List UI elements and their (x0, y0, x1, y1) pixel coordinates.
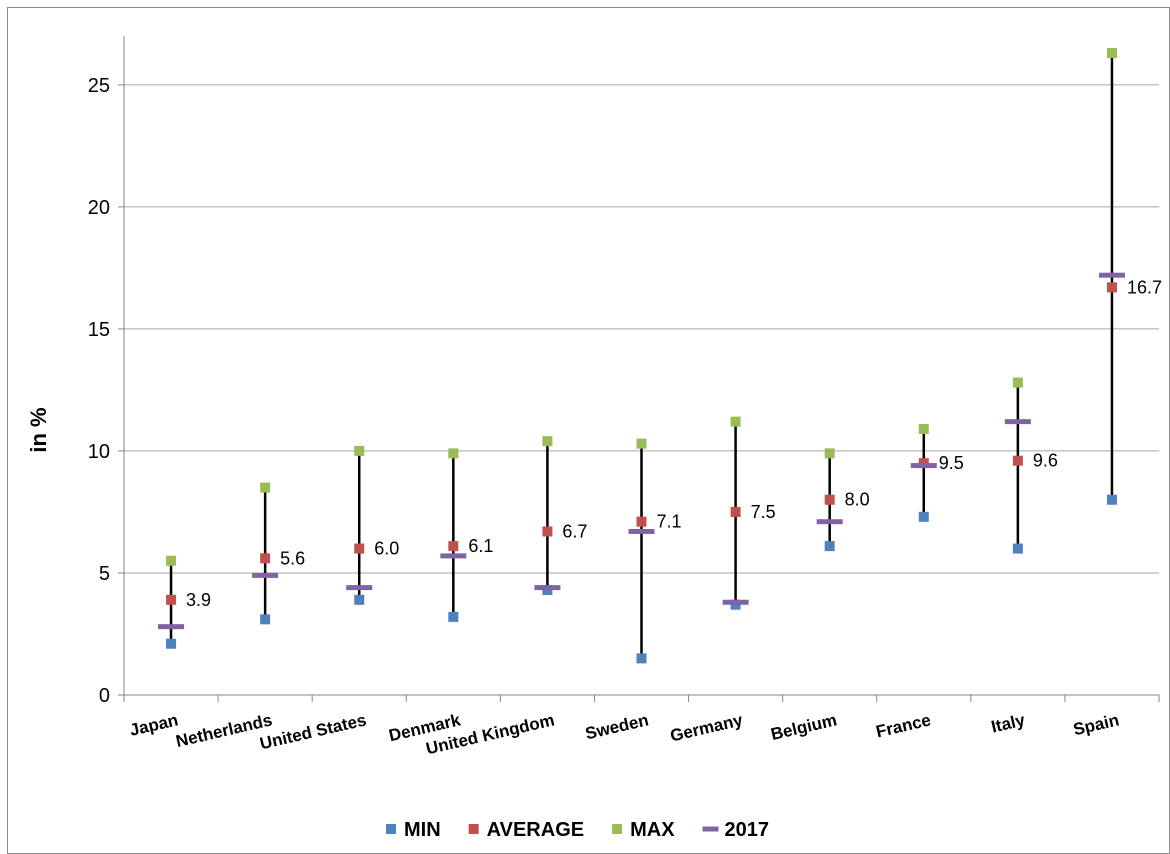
legend-swatch-average (468, 824, 479, 834)
average-data-label: 6.0 (374, 539, 399, 559)
marker-2017 (1004, 419, 1031, 425)
marker-average (1012, 455, 1023, 466)
x-tick-label: Belgium (769, 710, 839, 744)
x-tick-label: United States (258, 710, 368, 753)
marker-average (448, 541, 459, 552)
x-tick-label: France (874, 710, 933, 741)
y-tick-label: 5 (99, 563, 110, 585)
marker-2017 (816, 519, 843, 525)
marker-max (448, 448, 459, 459)
marker-2017 (1098, 272, 1125, 278)
legend-label: 2017 (725, 819, 770, 841)
marker-average (260, 553, 271, 564)
y-tick-label: 0 (99, 685, 110, 707)
data-markers (158, 48, 1125, 664)
marker-max (1012, 377, 1023, 388)
marker-min (354, 594, 365, 605)
marker-min (918, 511, 929, 522)
average-data-label: 16.7 (1127, 277, 1162, 297)
marker-min (166, 638, 177, 649)
marker-max (1106, 48, 1117, 59)
range-lines (169, 53, 1114, 659)
average-data-label: 6.7 (562, 521, 587, 541)
average-data-label: 7.5 (751, 502, 776, 522)
marker-average (1106, 282, 1117, 293)
legend-label: MAX (630, 819, 675, 841)
marker-max (730, 416, 741, 427)
y-tick-label: 10 (88, 441, 110, 463)
marker-min (636, 653, 647, 664)
average-data-label: 9.5 (939, 453, 964, 473)
marker-2017 (252, 572, 279, 578)
marker-average (166, 594, 177, 605)
marker-2017 (534, 585, 561, 591)
marker-average (824, 494, 835, 505)
legend-swatch-2017 (702, 826, 719, 832)
x-tick-label: Spain (1071, 710, 1120, 739)
chart-frame (7, 7, 1170, 854)
marker-min (1106, 494, 1117, 505)
y-tick-label: 20 (88, 197, 110, 219)
marker-max (636, 438, 647, 449)
x-tick-label: Italy (989, 710, 1027, 736)
average-data-label: 9.6 (1033, 451, 1058, 471)
x-tick-label: Netherlands (174, 710, 274, 751)
y-tick-label: 15 (88, 319, 110, 341)
average-data-label: 8.0 (845, 490, 870, 510)
marker-max (260, 482, 271, 493)
legend-label: AVERAGE (487, 819, 584, 841)
marker-2017 (910, 463, 937, 469)
legend: MIN AVERAGE MAX 2017 (386, 819, 769, 841)
y-tick-label: 25 (88, 75, 110, 97)
marker-2017 (346, 585, 373, 591)
marker-min (260, 614, 271, 625)
marker-average (354, 543, 365, 554)
x-tick-label: Sweden (584, 710, 651, 743)
marker-2017 (722, 599, 749, 605)
marker-min (824, 541, 835, 552)
legend-label: MIN (404, 819, 441, 841)
marker-average (542, 526, 553, 537)
average-data-label: 7.1 (657, 512, 682, 532)
average-data-label: 6.1 (468, 536, 493, 556)
marker-2017 (628, 528, 655, 534)
legend-swatch-max (612, 824, 623, 834)
marker-average (730, 506, 741, 517)
marker-max (918, 423, 929, 434)
marker-max (166, 555, 177, 566)
marker-2017 (158, 624, 185, 630)
y-axis-title: in % (26, 407, 51, 452)
marker-min (448, 611, 459, 622)
legend-swatch-min (386, 824, 396, 834)
marker-min (1012, 543, 1023, 554)
average-data-label: 3.9 (186, 590, 211, 610)
data-labels: 3.9 5.6 6.0 6.1 6.7 7.1 7.5 8.0 9.5 9.6 16.7 (186, 277, 1162, 609)
marker-max (354, 445, 365, 456)
average-data-label: 5.6 (280, 548, 305, 568)
marker-2017 (440, 553, 467, 559)
x-tick-label: Japan (128, 710, 180, 740)
marker-average (636, 516, 647, 527)
x-tick-label: Germany (668, 710, 745, 745)
marker-max (542, 436, 553, 447)
marker-max (824, 448, 835, 459)
